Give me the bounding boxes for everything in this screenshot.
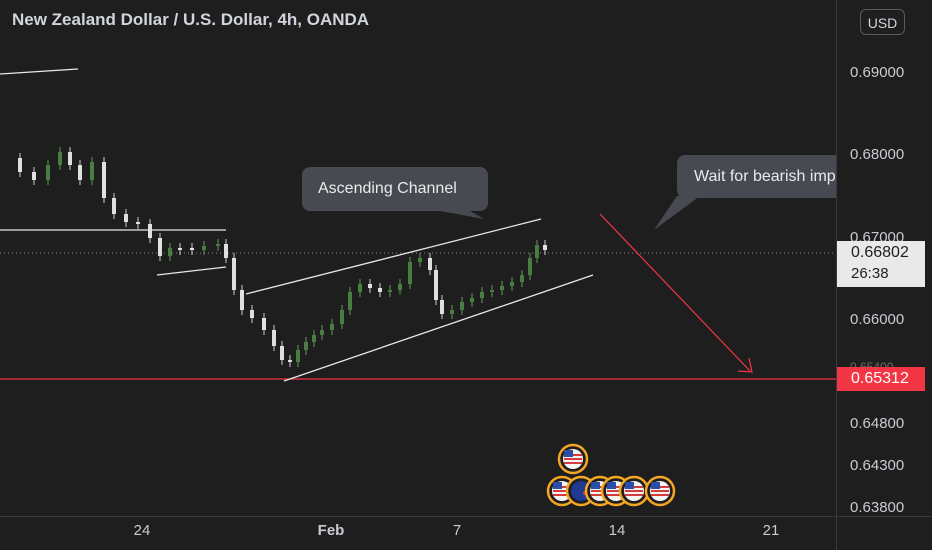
candle-body xyxy=(224,244,228,258)
candle-body xyxy=(348,292,352,310)
candle-body xyxy=(148,224,152,238)
time-axis-divider xyxy=(0,516,932,517)
current-price-label: 0.66802 26:38 xyxy=(837,241,925,287)
price-tick: 0.68000 xyxy=(850,146,905,163)
candle-body xyxy=(280,346,284,360)
candle-body xyxy=(510,282,514,286)
candle-body xyxy=(168,248,172,256)
channel-label[interactable]: Ascending Channel xyxy=(302,167,488,211)
current-price-value: 0.66802 xyxy=(851,244,909,261)
candle-body xyxy=(112,198,116,214)
candle-body xyxy=(358,284,362,292)
callout-note-text: Wait for bearish impulse xyxy=(694,168,836,185)
us-flag-event-icon[interactable] xyxy=(618,475,650,507)
price-tick: 0.66000 xyxy=(850,311,905,328)
candle-body xyxy=(320,330,324,335)
price-tick: 0.64300 xyxy=(850,457,905,474)
candle-body xyxy=(288,360,292,362)
candle-body xyxy=(178,248,182,250)
candle-body xyxy=(535,245,539,258)
events-layer xyxy=(546,443,676,507)
candle-body xyxy=(480,292,484,298)
candle-body xyxy=(440,300,444,314)
projection-arrow-head xyxy=(737,357,753,373)
candle-body xyxy=(190,248,194,250)
symbol-title: New Zealand Dollar / U.S. Dollar, 4h, OA… xyxy=(12,10,370,29)
candle-body xyxy=(340,310,344,324)
candle-body xyxy=(46,165,50,180)
candle-body xyxy=(124,214,128,222)
price-tick: 0.69000 xyxy=(850,64,905,81)
candle-body xyxy=(136,222,140,224)
candle-body xyxy=(90,162,94,180)
callout-tail xyxy=(654,196,700,230)
candle-body xyxy=(232,258,236,290)
candle-body xyxy=(428,258,432,270)
time-tick: 24 xyxy=(133,522,151,539)
candle-body xyxy=(520,275,524,282)
candle-body xyxy=(418,258,422,262)
candle-body xyxy=(158,238,162,256)
bar-countdown: 26:38 xyxy=(851,265,889,282)
candle-body xyxy=(378,288,382,292)
candle-body xyxy=(543,245,547,250)
flag-line-lower xyxy=(156,266,227,276)
candle-body xyxy=(240,290,244,310)
projection-arrow-line xyxy=(599,213,751,372)
candle-body xyxy=(102,162,106,198)
candles-group xyxy=(18,147,547,367)
trend-line-top-left xyxy=(0,68,79,75)
candle-body xyxy=(368,284,372,288)
time-tick: 7 xyxy=(452,522,462,539)
candle-body xyxy=(450,310,454,314)
candle-body xyxy=(528,258,532,275)
candle-body xyxy=(388,290,392,292)
candle-body xyxy=(250,310,254,318)
channel-lower-line xyxy=(283,274,594,382)
candle-body xyxy=(500,286,504,290)
time-tick: Feb xyxy=(317,522,345,539)
candle-body xyxy=(304,342,308,350)
candle-body xyxy=(330,324,334,330)
time-tick: 14 xyxy=(608,522,626,539)
candle-body xyxy=(262,318,266,330)
candle-body xyxy=(272,330,276,346)
candle-body xyxy=(434,270,438,300)
candle-body xyxy=(312,335,316,342)
candle-body xyxy=(18,158,22,172)
candle-body xyxy=(68,152,72,165)
candle-body xyxy=(296,350,300,362)
price-tick: 0.63800 xyxy=(850,499,905,516)
candle-body xyxy=(470,298,474,302)
price-tick: 0.64800 xyxy=(850,415,905,432)
candle-body xyxy=(78,165,82,180)
time-tick: 21 xyxy=(762,522,780,539)
candle-body xyxy=(32,172,36,180)
callout-note[interactable]: Wait for bearish impulse xyxy=(677,155,836,198)
channel-label-text: Ascending Channel xyxy=(318,180,457,197)
us-flag-event-icon[interactable] xyxy=(644,475,676,507)
candle-body xyxy=(460,302,464,310)
candle-body xyxy=(490,290,494,292)
candle-body xyxy=(408,262,412,284)
currency-button[interactable]: USD xyxy=(860,9,905,35)
channel-upper-line xyxy=(245,218,542,295)
us-flag-event-icon[interactable] xyxy=(557,443,589,475)
candle-body xyxy=(398,284,402,290)
level-price-label: 0.65312 xyxy=(837,367,925,391)
price-axis-divider xyxy=(836,0,837,550)
candle-body xyxy=(216,244,220,246)
channel-label-tail xyxy=(440,211,484,219)
candle-body xyxy=(202,246,206,250)
candle-body xyxy=(58,152,62,165)
